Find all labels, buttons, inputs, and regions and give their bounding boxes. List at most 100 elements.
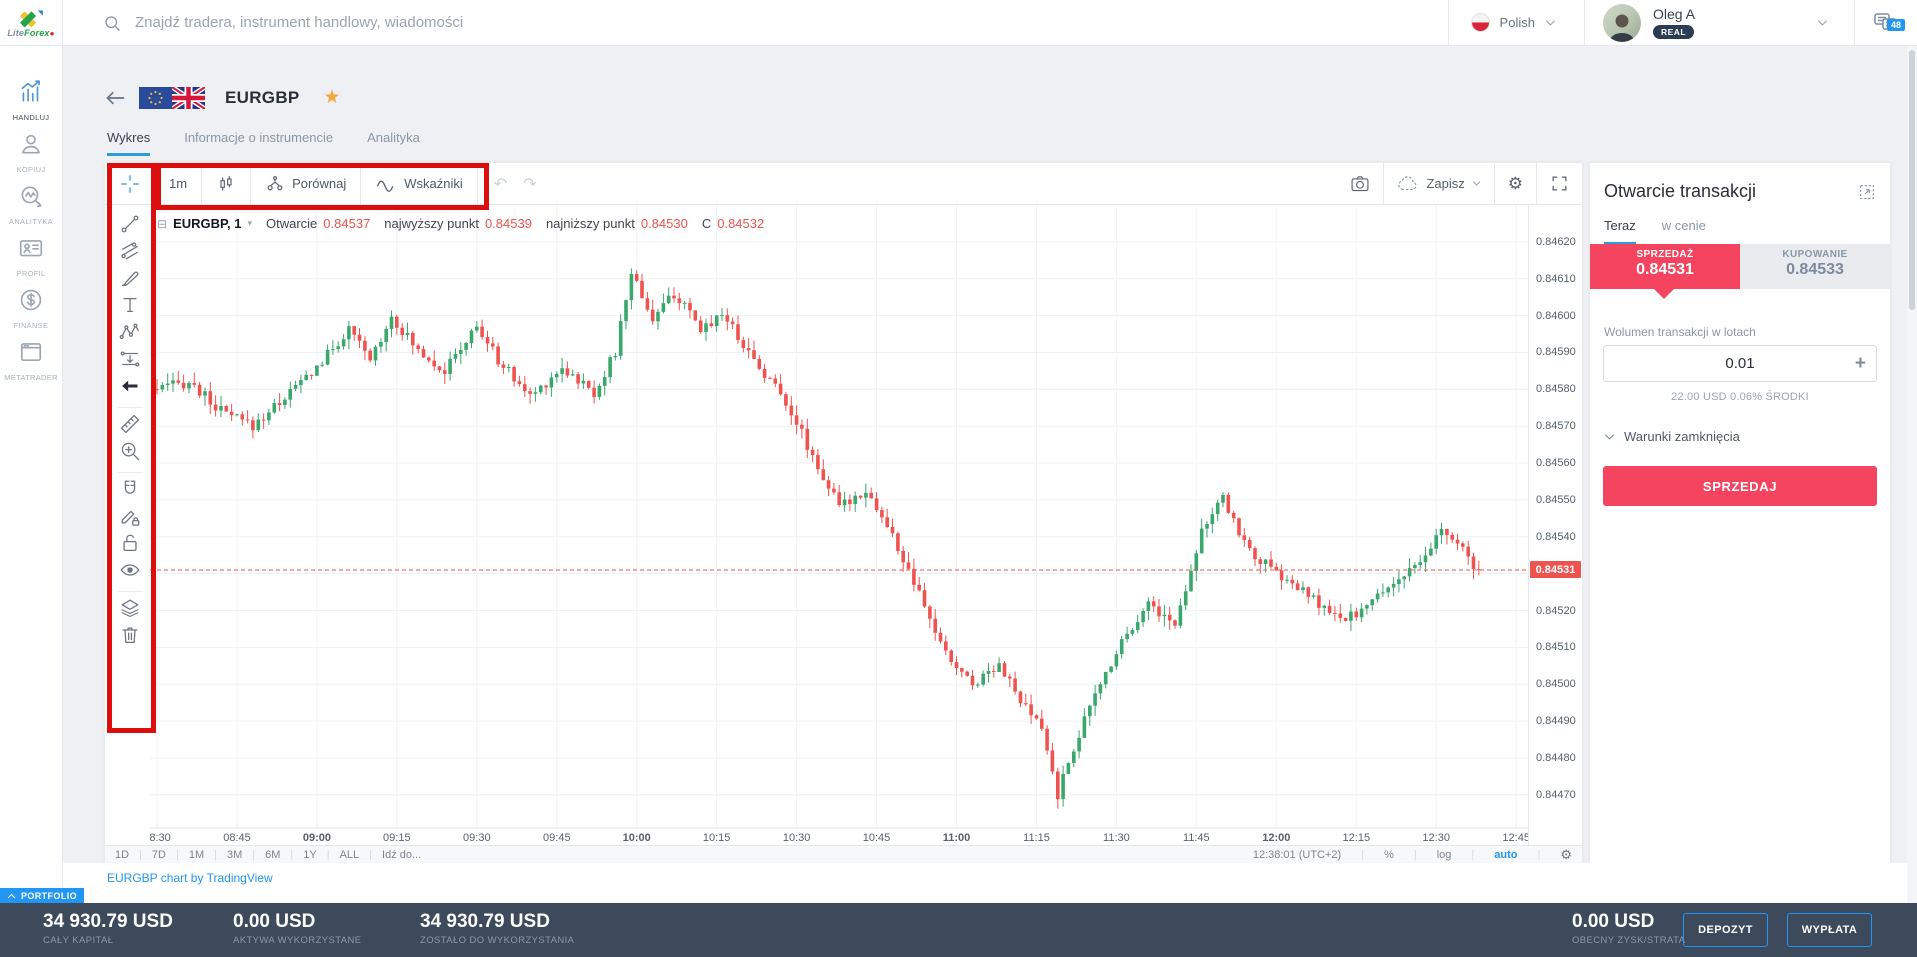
tradingview-attribution-link[interactable]: EURGBP chart by TradingView <box>107 871 273 885</box>
range-6m[interactable]: 6M <box>265 848 281 861</box>
fullscreen-button[interactable] <box>1537 163 1582 205</box>
sidebar-item-metatrader[interactable]: METATRADER <box>0 334 62 386</box>
legend-caret-icon[interactable]: ▾ <box>247 218 252 228</box>
save-layout-button[interactable]: Zapisz <box>1384 163 1493 205</box>
favorite-star-icon[interactable]: ★ <box>323 87 341 108</box>
indicators-button[interactable]: Wskaźniki <box>361 163 477 205</box>
svg-text:12:30: 12:30 <box>1422 832 1450 844</box>
trash-tool[interactable] <box>105 624 155 651</box>
deposit-button[interactable]: DEPOZYT <box>1683 913 1768 947</box>
expand-panel-icon[interactable] <box>1858 183 1876 201</box>
tab-wykres[interactable]: Wykres <box>107 130 151 156</box>
poland-flag-icon <box>1470 13 1490 32</box>
ruler-icon <box>119 413 141 440</box>
user-menu[interactable]: Oleg A REAL <box>1585 3 1854 42</box>
goto-date-button[interactable]: Idź do... <box>382 848 422 861</box>
arrow-left-tool[interactable] <box>105 375 155 402</box>
account-type-badge: REAL <box>1652 24 1695 39</box>
portfolio-tab[interactable]: PORTFOLIO <box>0 888 84 903</box>
crosshair-tool-button[interactable] <box>105 162 155 205</box>
xabcd-pattern-icon <box>119 321 141 348</box>
sell-selected-notch <box>1654 289 1674 299</box>
search-input[interactable] <box>135 14 735 31</box>
collapse-legend-icon[interactable]: ⊟ <box>157 216 168 231</box>
eye-icon <box>119 559 141 586</box>
volume-label: Wolumen transakcji w lotach <box>1604 325 1756 339</box>
chart-settings-button[interactable]: ⚙ <box>1495 163 1536 205</box>
trend-line-tool[interactable] <box>105 213 155 240</box>
sidebar-item-analityka[interactable]: ANALITYKA <box>0 178 62 230</box>
zoom-in-tool[interactable] <box>105 440 155 467</box>
chart-style-button[interactable] <box>202 163 250 205</box>
liteforex-logo[interactable]: LiteForex● <box>0 0 63 46</box>
notifications-button[interactable]: 48 <box>1855 11 1917 35</box>
axis-settings-gear-icon[interactable]: ⚙ <box>1560 846 1572 862</box>
range-1y[interactable]: 1Y <box>303 848 317 861</box>
chart-bottom-toolbar: 1D | 7D | 1M | 3M | 6M | 1Y | ALL | Idź do... 12:38:01… <box>105 845 1582 863</box>
order-panel: Otwarcie transakcji Teraz w cenie SPRZEDA… <box>1590 163 1890 863</box>
range-7d[interactable]: 7D <box>151 848 166 861</box>
chart-widget: 1m Porównaj Wskaźniki ↶ ↷ <box>105 162 1582 865</box>
back-button[interactable] <box>105 90 125 106</box>
trend-line-icon <box>119 213 141 240</box>
chart-clock[interactable]: 12:38:01 (UTC+2) <box>1252 848 1342 861</box>
price-axis[interactable]: 0.84620 0.84610 0.84600 0.84590 0.84580 0.845… <box>1528 205 1582 828</box>
price-tick: 0.84620 <box>1536 236 1576 248</box>
drawing-lock-tool[interactable] <box>105 505 155 532</box>
forecast-tool[interactable] <box>105 348 155 375</box>
eye-tool[interactable] <box>105 559 155 586</box>
order-tab-w-cenie[interactable]: w cenie <box>1661 218 1706 233</box>
sell-side-button[interactable]: SPRZEDAŻ 0.84531 <box>1590 244 1740 289</box>
legend-low-value: 0.84530 <box>640 216 688 231</box>
portfolio-stat: 34 930.79 USD ZOSTAŁO DO WYKORZYSTANIA <box>420 911 575 946</box>
volume-input[interactable] <box>1604 355 1876 372</box>
brush-tool[interactable] <box>105 267 155 294</box>
instrument-tabs: Wykres Informacje o instrumencie Analityka <box>107 130 420 156</box>
percent-scale-button[interactable]: % <box>1384 848 1394 861</box>
magnet-tool[interactable] <box>105 478 155 505</box>
language-selector[interactable]: Polish <box>1449 13 1584 32</box>
volume-increase-button[interactable]: + <box>1854 352 1866 374</box>
interval-button[interactable]: 1m <box>169 176 188 191</box>
sidebar-item-kopiuj[interactable]: KOPIUJ <box>0 126 62 178</box>
log-scale-button[interactable]: log <box>1436 848 1452 861</box>
sidebar-item-finanse[interactable]: FINANSE <box>0 282 62 334</box>
range-1m[interactable]: 1M <box>188 848 205 861</box>
svg-text:12:45: 12:45 <box>1502 832 1528 844</box>
global-search <box>63 14 1448 32</box>
text-tool[interactable] <box>105 294 155 321</box>
xabcd-pattern-tool[interactable] <box>105 321 155 348</box>
price-tick: 0.84590 <box>1536 346 1576 358</box>
sell-submit-button[interactable]: SPRZEDAJ <box>1603 466 1877 506</box>
order-tab-teraz[interactable]: Teraz <box>1604 218 1636 244</box>
price-tick: 0.84580 <box>1536 383 1576 395</box>
auto-scale-button[interactable]: auto <box>1494 848 1518 861</box>
range-3m[interactable]: 3M <box>226 848 243 861</box>
buy-side-button[interactable]: KUPOWANIE 0.84533 <box>1740 244 1890 289</box>
undo-icon[interactable]: ↶ <box>493 175 508 193</box>
fib-lines-tool[interactable] <box>105 240 155 267</box>
sidebar-item-label: FINANSE <box>13 320 49 330</box>
sidebar-item-profil[interactable]: PROFIL <box>0 230 62 282</box>
layers-tool[interactable] <box>105 597 155 624</box>
order-panel-title: Otwarcie transakcji <box>1604 181 1757 201</box>
candlestick-chart[interactable]: 08:30 08:45 09:00 09:15 09:30 09:45 10:00 10:15… <box>150 205 1528 865</box>
cloud-icon <box>1398 176 1417 191</box>
tab-analityka[interactable]: Analityka <box>367 130 420 145</box>
range-all[interactable]: ALL <box>339 848 360 861</box>
price-tick: 0.84560 <box>1536 457 1576 469</box>
page-scrollbar[interactable] <box>1907 46 1917 903</box>
svg-text:09:15: 09:15 <box>383 832 411 844</box>
redo-icon[interactable]: ↷ <box>523 175 537 193</box>
lock-tool[interactable] <box>105 532 155 559</box>
svg-text:12:00: 12:00 <box>1262 832 1290 844</box>
compare-button[interactable]: Porównaj <box>251 163 360 205</box>
tab-informacje-o-instrumencie[interactable]: Informacje o instrumencie <box>184 130 334 145</box>
snapshot-button[interactable] <box>1337 163 1383 205</box>
withdraw-button[interactable]: WYPŁATA <box>1787 913 1872 947</box>
sidebar-item-handluj[interactable]: HANDLUJ <box>0 74 62 126</box>
ruler-tool[interactable] <box>105 413 155 440</box>
range-1d[interactable]: 1D <box>115 848 130 861</box>
close-conditions-toggle[interactable]: Warunki zamknięcia <box>1590 403 1890 444</box>
